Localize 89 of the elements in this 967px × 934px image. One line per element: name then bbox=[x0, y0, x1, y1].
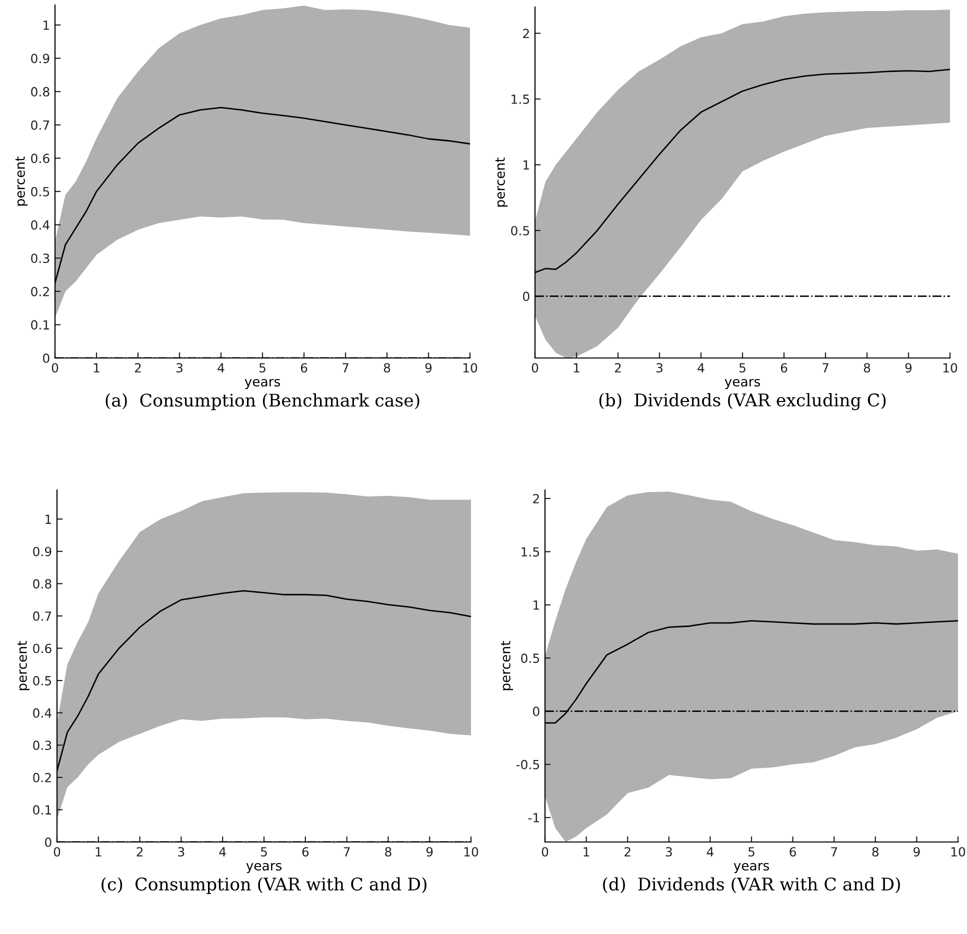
x-tick-label: 10 bbox=[463, 363, 478, 373]
y-tick-label: 0.1 bbox=[33, 805, 51, 815]
x-tick-label: 3 bbox=[656, 363, 662, 373]
x-tick-label: 9 bbox=[914, 847, 920, 857]
y-tick-label: 0.6 bbox=[31, 154, 50, 164]
y-tick-label: 1 bbox=[44, 20, 49, 30]
x-tick-label: 5 bbox=[259, 363, 266, 373]
x-tick-label: 5 bbox=[748, 847, 754, 857]
x-tick-label: 8 bbox=[864, 363, 870, 373]
x-tick-label: 2 bbox=[136, 847, 143, 856]
text: (a) Consumption (Benchmark case) bbox=[106, 393, 420, 410]
y-tick-label: 0 bbox=[43, 353, 50, 363]
y-axis-title: percent bbox=[500, 641, 513, 690]
x-tick-label: 9 bbox=[426, 847, 433, 857]
x-tick-label: 10 bbox=[464, 847, 478, 857]
y-tick-label: 2 bbox=[533, 494, 539, 504]
x-axis-title: years bbox=[734, 862, 770, 874]
x-tick-label: 8 bbox=[385, 847, 392, 857]
y-tick-label: 0.2 bbox=[33, 772, 51, 782]
x-tick-label: 4 bbox=[698, 363, 704, 372]
y-tick-label: 2 bbox=[523, 28, 529, 38]
y-tick-label: 0.3 bbox=[33, 740, 52, 750]
x-tick-label: 1 bbox=[94, 363, 100, 372]
y-tick-label: 1 bbox=[46, 514, 51, 524]
x-tick-label: 7 bbox=[344, 847, 350, 856]
x-tick-label: 6 bbox=[300, 363, 308, 373]
x-tick-label: 3 bbox=[178, 847, 184, 857]
y-tick-label: 0.7 bbox=[33, 611, 52, 621]
x-tick-label: 6 bbox=[790, 847, 796, 857]
y-tick-label: -1 bbox=[528, 813, 539, 822]
x-tick-label: 1 bbox=[574, 363, 580, 372]
x-tick-label: 5 bbox=[739, 363, 746, 373]
x-tick-label: 1 bbox=[584, 847, 590, 856]
x-tick-label: 9 bbox=[905, 363, 912, 373]
y-tick-label: 0.4 bbox=[33, 708, 52, 718]
y-tick-label: 0 bbox=[523, 292, 530, 302]
y-tick-label: 0.4 bbox=[31, 220, 50, 230]
x-tick-label: 3 bbox=[666, 847, 672, 857]
y-tick-label: 0.1 bbox=[31, 320, 49, 330]
y-tick-label: 1.5 bbox=[512, 94, 530, 104]
x-axis-title: years bbox=[244, 378, 280, 390]
y-axis-title: percent bbox=[15, 156, 28, 206]
y-tick-label: 0 bbox=[533, 706, 540, 716]
y-axis-title: percent bbox=[495, 158, 508, 207]
y-tick-label: 0.6 bbox=[33, 644, 52, 654]
x-tick-label: 4 bbox=[706, 847, 714, 856]
x-axis-title: years bbox=[724, 378, 760, 390]
y-tick-label: 0.9 bbox=[31, 54, 50, 64]
y-tick-label: 1 bbox=[524, 160, 529, 170]
y-tick-label: 0.5 bbox=[31, 186, 50, 196]
x-tick-label: 7 bbox=[342, 363, 348, 372]
y-tick-label: 0.7 bbox=[31, 120, 50, 130]
x-tick-label: 7 bbox=[822, 363, 828, 372]
x-tick-label: 2 bbox=[614, 363, 621, 372]
y-tick-label: 1 bbox=[534, 600, 539, 610]
y-tick-label: 0.5 bbox=[33, 676, 52, 686]
y-tick-label: 0.8 bbox=[33, 579, 52, 589]
x-tick-label: 0 bbox=[52, 363, 58, 373]
x-tick-label: 2 bbox=[624, 847, 630, 856]
x-tick-label: 9 bbox=[425, 363, 432, 373]
y-tick-label: 0.5 bbox=[521, 653, 540, 663]
x-tick-label: 7 bbox=[831, 847, 838, 856]
x-tick-label: 10 bbox=[943, 363, 958, 373]
x-tick-label: 1 bbox=[96, 847, 102, 856]
y-tick-label: 0.3 bbox=[31, 254, 50, 264]
text: (b) Dividends (VAR excluding C) bbox=[599, 393, 886, 410]
x-tick-label: 5 bbox=[260, 847, 267, 857]
x-tick-label: 2 bbox=[134, 363, 141, 372]
x-tick-label: 6 bbox=[780, 363, 788, 373]
x-tick-label: 8 bbox=[872, 847, 879, 857]
x-tick-label: 0 bbox=[542, 847, 548, 857]
y-tick-label: 0.5 bbox=[511, 226, 530, 236]
x-tick-label: 10 bbox=[951, 847, 966, 857]
x-tick-label: 4 bbox=[218, 363, 224, 372]
x-tick-label: 4 bbox=[219, 847, 226, 856]
x-axis-title: years bbox=[246, 862, 282, 874]
x-tick-label: 8 bbox=[384, 363, 390, 373]
text: (c) Consumption (VAR with C and D) bbox=[102, 877, 426, 894]
y-tick-label: 0.9 bbox=[33, 546, 52, 556]
y-tick-label: -0.5 bbox=[516, 760, 540, 770]
y-tick-label: 0.8 bbox=[31, 87, 50, 97]
x-tick-label: 0 bbox=[54, 847, 60, 857]
y-tick-label: 1.5 bbox=[522, 547, 540, 557]
y-axis-title: percent bbox=[17, 641, 30, 690]
y-tick-label: 0.2 bbox=[31, 286, 49, 296]
y-tick-label: 0 bbox=[45, 837, 52, 847]
x-tick-label: 3 bbox=[176, 363, 182, 373]
x-tick-label: 6 bbox=[302, 847, 309, 857]
text: (d) Dividends (VAR with C and D) bbox=[603, 877, 900, 894]
